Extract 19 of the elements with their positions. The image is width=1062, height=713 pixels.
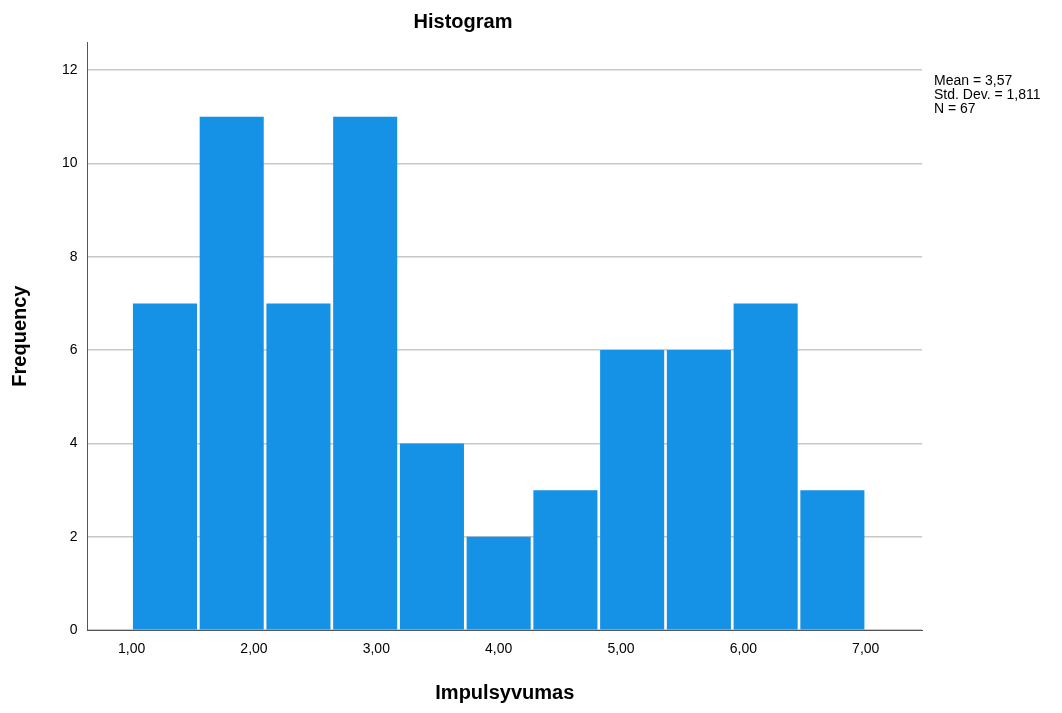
y-tick-label: 8 xyxy=(69,247,78,264)
x-tick-label: 2,00 xyxy=(240,640,268,657)
text: N = 67 xyxy=(934,99,976,116)
x-tick-label: 5,00 xyxy=(607,640,635,657)
y-tick-label: 6 xyxy=(69,340,78,357)
x-axis-title: Impulsyvumas xyxy=(435,680,575,703)
x-tick-label: 4,00 xyxy=(485,640,513,657)
x-tick-label: 1,00 xyxy=(117,640,146,657)
chart-title: Histogram xyxy=(413,9,513,32)
y-tick-label: 0 xyxy=(69,621,78,638)
y-axis-title: Frequency xyxy=(7,284,30,387)
text: Mean = 3,57 xyxy=(934,71,1013,88)
y-tick-label: 10 xyxy=(61,154,78,171)
y-tick-label: 12 xyxy=(61,60,78,77)
x-tick-label: 7,00 xyxy=(852,640,880,657)
y-tick-label: 4 xyxy=(69,434,78,451)
x-tick-label: 3,00 xyxy=(362,640,391,657)
x-tick-label: 6,00 xyxy=(729,640,758,657)
y-tick-label: 2 xyxy=(69,527,78,544)
